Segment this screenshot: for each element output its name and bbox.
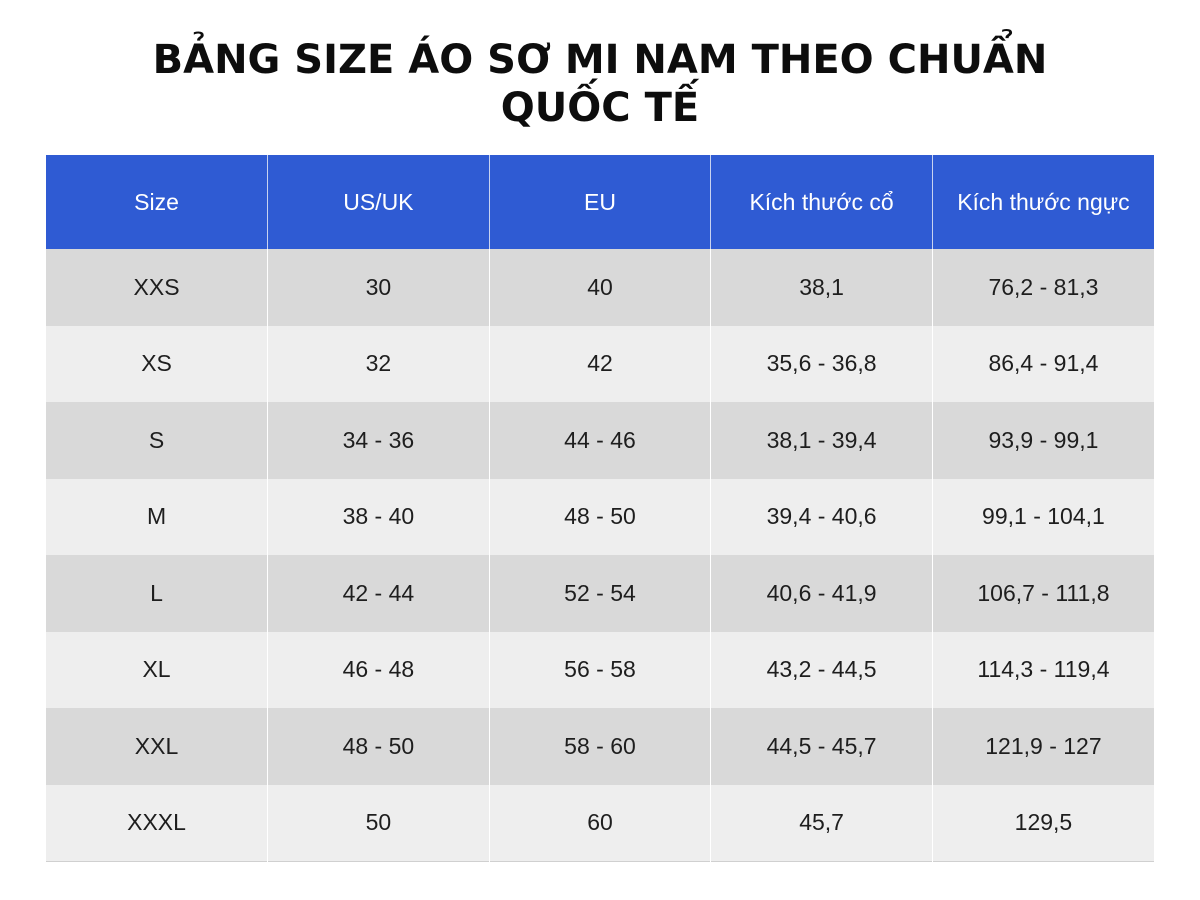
cell-eu: 60: [488, 784, 711, 862]
cell-eu: 48 - 50: [488, 478, 711, 555]
cell-size: XXL: [46, 708, 268, 785]
cell-eu: 58 - 60: [488, 708, 711, 785]
cell-chest: 99,1 - 104,1: [931, 478, 1154, 555]
cell-us-uk: 46 - 48: [267, 631, 490, 708]
cell-chest: 93,9 - 99,1: [931, 402, 1154, 479]
cell-neck: 39,4 - 40,6: [710, 478, 933, 555]
cell-us-uk: 32: [267, 325, 490, 402]
page-title: BẢNG SIZE ÁO SƠ MI NAM THEO CHUẨN QUỐC T…: [0, 36, 1200, 132]
cell-size: M: [46, 478, 268, 555]
cell-size: XL: [46, 631, 268, 708]
cell-neck: 44,5 - 45,7: [710, 708, 933, 785]
table-header: Size US/UK EU Kích thước cổ Kích thước n…: [46, 155, 1154, 249]
cell-size: XXXL: [46, 784, 268, 862]
cell-size: XS: [46, 325, 268, 402]
cell-us-uk: 50: [267, 784, 490, 862]
cell-eu: 56 - 58: [488, 631, 711, 708]
cell-size: S: [46, 402, 268, 479]
cell-size: XXS: [46, 249, 268, 326]
cell-chest: 106,7 - 111,8: [931, 555, 1154, 632]
cell-us-uk: 30: [267, 249, 490, 326]
cell-size: L: [46, 555, 268, 632]
cell-neck: 38,1: [710, 249, 933, 326]
cell-eu: 44 - 46: [488, 402, 711, 479]
cell-us-uk: 42 - 44: [267, 555, 490, 632]
cell-chest: 114,3 - 119,4: [931, 631, 1154, 708]
cell-us-uk: 48 - 50: [267, 708, 490, 785]
table-row: XL 46 - 48 56 - 58 43,2 - 44,5 114,3 - 1…: [46, 631, 1154, 708]
cell-neck: 35,6 - 36,8: [710, 325, 933, 402]
cell-chest: 129,5: [931, 784, 1154, 862]
cell-chest: 86,4 - 91,4: [931, 325, 1154, 402]
header-neck-size: Kích thước cổ: [710, 155, 933, 249]
cell-neck: 45,7: [710, 784, 933, 862]
table-row: XXXL 50 60 45,7 129,5: [46, 784, 1154, 862]
table-row: XXL 48 - 50 58 - 60 44,5 - 45,7 121,9 - …: [46, 708, 1154, 785]
header-us-uk: US/UK: [267, 155, 490, 249]
table-row: S 34 - 36 44 - 46 38,1 - 39,4 93,9 - 99,…: [46, 402, 1154, 479]
title-line-1: BẢNG SIZE ÁO SƠ MI NAM THEO CHUẨN: [152, 37, 1048, 83]
header-size: Size: [46, 155, 268, 249]
cell-chest: 121,9 - 127: [931, 708, 1154, 785]
size-table: Size US/UK EU Kích thước cổ Kích thước n…: [46, 155, 1154, 862]
header-chest-size: Kích thước ngực: [931, 155, 1154, 249]
cell-us-uk: 38 - 40: [267, 478, 490, 555]
cell-neck: 38,1 - 39,4: [710, 402, 933, 479]
table-row: XXS 30 40 38,1 76,2 - 81,3: [46, 249, 1154, 326]
table-body: XXS 30 40 38,1 76,2 - 81,3 XS 32 42 35,6…: [46, 249, 1154, 862]
cell-neck: 40,6 - 41,9: [710, 555, 933, 632]
cell-us-uk: 34 - 36: [267, 402, 490, 479]
table-row: XS 32 42 35,6 - 36,8 86,4 - 91,4: [46, 325, 1154, 402]
cell-eu: 52 - 54: [488, 555, 711, 632]
table-row: M 38 - 40 48 - 50 39,4 - 40,6 99,1 - 104…: [46, 478, 1154, 555]
header-row: Size US/UK EU Kích thước cổ Kích thước n…: [46, 155, 1154, 249]
table-row: L 42 - 44 52 - 54 40,6 - 41,9 106,7 - 11…: [46, 555, 1154, 632]
cell-eu: 42: [488, 325, 711, 402]
header-eu: EU: [488, 155, 711, 249]
cell-eu: 40: [488, 249, 711, 326]
cell-neck: 43,2 - 44,5: [710, 631, 933, 708]
title-line-2: QUỐC TẾ: [500, 85, 700, 131]
cell-chest: 76,2 - 81,3: [931, 249, 1154, 326]
